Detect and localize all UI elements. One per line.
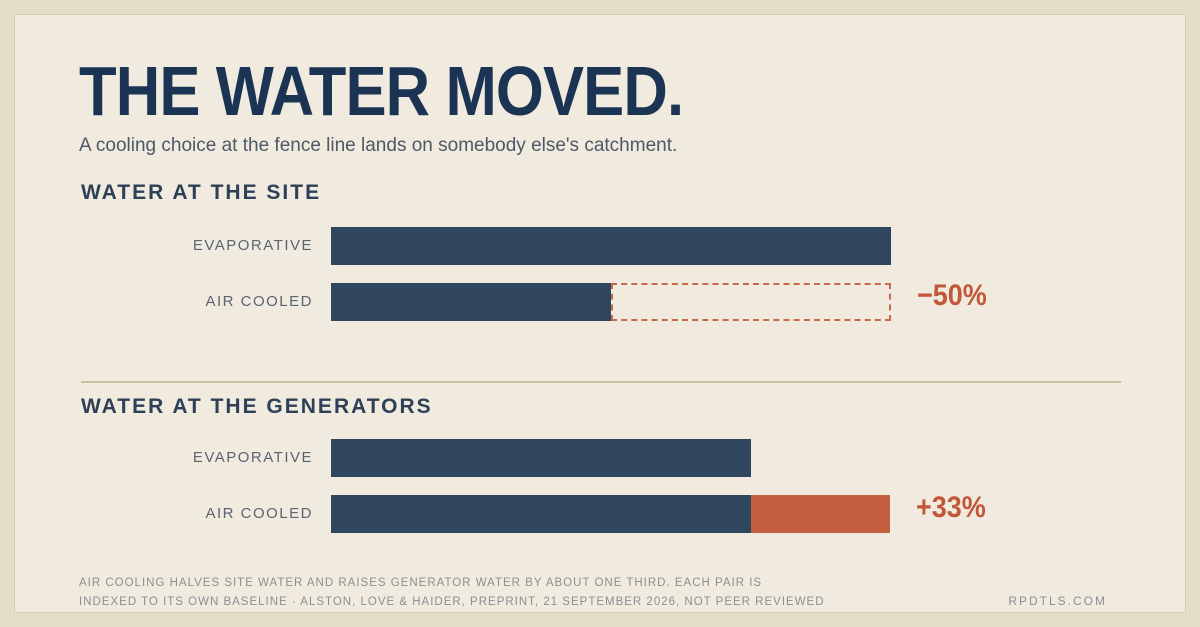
change-label-site: −50% bbox=[917, 279, 987, 312]
section-divider bbox=[81, 381, 1121, 383]
bar-decrease-gap bbox=[611, 283, 891, 321]
footnote: AIR COOLING HALVES SITE WATER AND RAISES… bbox=[79, 574, 839, 612]
page-title: THE WATER MOVED. bbox=[79, 52, 684, 130]
bar-air-cooled bbox=[331, 283, 611, 321]
footnote-line-1: AIR COOLING HALVES SITE WATER AND RAISES… bbox=[79, 577, 763, 589]
row-label: AIR COOLED bbox=[205, 505, 313, 522]
bar-increase-segment bbox=[751, 495, 890, 533]
section-title-generators: WATER AT THE GENERATORS bbox=[81, 395, 433, 418]
brand-link[interactable]: RPDTLS.COM bbox=[1008, 594, 1107, 608]
bar-air-cooled bbox=[331, 495, 751, 533]
change-label-generators: +33% bbox=[915, 491, 986, 524]
row-label: EVAPORATIVE bbox=[192, 449, 313, 466]
bar-evaporative bbox=[331, 439, 751, 477]
section-title-site: WATER AT THE SITE bbox=[81, 181, 322, 204]
card: THE WATER MOVED. A cooling choice at the… bbox=[14, 14, 1186, 613]
page-subtitle: A cooling choice at the fence line lands… bbox=[79, 135, 678, 156]
footnote-line-2: INDEXED TO ITS OWN BASELINE · ALSTON, LO… bbox=[79, 596, 825, 608]
row-label: AIR COOLED bbox=[205, 293, 313, 310]
row-label: EVAPORATIVE bbox=[192, 237, 313, 254]
bar-evaporative bbox=[331, 227, 891, 265]
